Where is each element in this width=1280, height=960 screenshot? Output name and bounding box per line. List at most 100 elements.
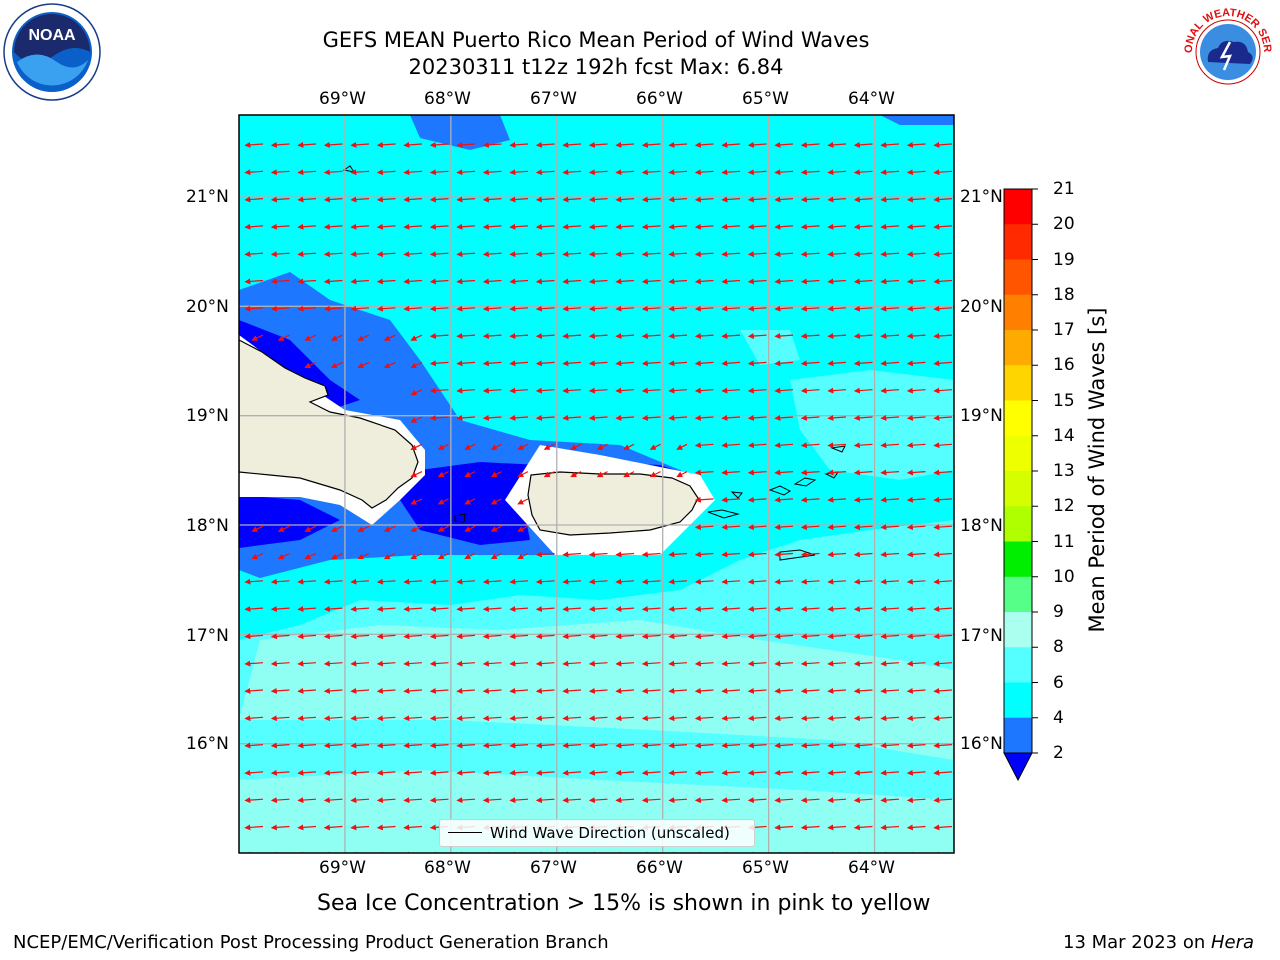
wind-wave-arrow <box>721 223 741 230</box>
wind-wave-arrow <box>456 387 476 394</box>
wind-wave-arrow <box>588 169 608 176</box>
wind-wave-arrow <box>827 633 847 640</box>
wind-wave-arrow <box>297 715 317 722</box>
colorbar-tick-label: 18 <box>1053 284 1075 305</box>
wind-wave-arrow <box>297 251 317 258</box>
wind-wave-arrow <box>456 223 476 230</box>
wind-wave-arrow <box>357 334 370 341</box>
wind-wave-arrow <box>270 824 290 831</box>
wind-wave-arrow <box>615 333 635 339</box>
wind-wave-arrow <box>350 251 370 258</box>
wind-wave-arrow <box>244 305 264 312</box>
wind-wave-arrow <box>668 851 675 853</box>
wind-wave-arrow <box>641 797 661 804</box>
wind-wave-arrow <box>270 715 290 722</box>
wind-wave-arrow <box>482 333 502 339</box>
wind-wave-arrow <box>410 471 423 478</box>
wind-wave-arrow <box>429 360 449 367</box>
wind-wave-arrow <box>853 606 873 612</box>
wind-wave-arrow <box>535 715 555 722</box>
wind-wave-arrow <box>694 851 702 853</box>
wind-wave-arrow <box>721 797 741 804</box>
wind-wave-arrow <box>437 552 449 560</box>
wind-wave-arrow <box>490 443 502 450</box>
wind-wave-arrow <box>562 660 582 667</box>
wind-wave-arrow <box>323 251 343 258</box>
wind-wave-arrow <box>509 278 529 285</box>
wind-wave-arrow <box>410 443 423 450</box>
map-frame <box>238 114 955 854</box>
footer-branch: NCEP/EMC/Verification Post Processing Pr… <box>13 932 609 953</box>
wind-wave-arrow <box>721 551 741 558</box>
wind-wave-arrow <box>615 196 635 203</box>
wind-wave-arrow <box>244 141 264 148</box>
wind-wave-arrow <box>774 524 794 531</box>
wind-wave-arrow <box>403 742 423 749</box>
wind-wave-arrow <box>403 606 423 612</box>
lon-label-bottom: 66°W <box>636 858 683 878</box>
colorbar-extend-triangle <box>1003 752 1033 782</box>
lon-label-top: 64°W <box>848 89 895 109</box>
wind-wave-arrow <box>429 742 449 749</box>
wind-wave-arrow <box>827 660 847 667</box>
wind-wave-arrow <box>562 797 582 804</box>
wind-wave-arrow <box>676 471 688 478</box>
wind-wave-arrow <box>517 498 529 505</box>
wind-wave-arrow <box>403 251 423 258</box>
wind-wave-arrow <box>906 305 926 312</box>
colorbar-tick-label: 2 <box>1053 743 1064 763</box>
wind-wave-arrow <box>323 687 343 694</box>
wind-wave-arrow <box>615 223 635 230</box>
lat-label-right: 18°N <box>960 516 1003 536</box>
wind-wave-arrow <box>429 196 449 203</box>
wind-wave-arrow <box>827 387 847 394</box>
lat-label-right: 16°N <box>960 734 1003 754</box>
wind-wave-arrow <box>509 660 529 667</box>
wind-wave-arrow <box>383 334 396 341</box>
wind-wave-arrow <box>482 687 502 694</box>
wind-wave-arrow <box>615 251 635 258</box>
lon-label-top: 65°W <box>742 89 789 109</box>
wind-wave-arrow <box>747 797 767 804</box>
wind-wave-arrow <box>747 606 767 612</box>
wind-wave-arrow <box>853 278 873 285</box>
wind-wave-arrow <box>747 578 767 585</box>
wind-wave-arrow <box>906 333 926 339</box>
puerto-rico-land <box>527 471 699 536</box>
wind-wave-arrow <box>403 769 423 776</box>
wind-wave-arrow <box>880 687 900 694</box>
wind-wave-arrow <box>880 524 900 531</box>
wind-wave-arrow <box>410 389 423 396</box>
wind-wave-arrow <box>410 525 423 532</box>
noaa-logo: NOAA <box>2 2 102 102</box>
wind-wave-arrow <box>827 578 847 585</box>
wind-wave-arrow <box>535 333 555 339</box>
wind-wave-arrow <box>410 361 423 369</box>
wind-wave-arrow <box>853 360 873 367</box>
wind-wave-arrow <box>350 633 370 640</box>
wind-wave-arrow <box>694 524 714 531</box>
wind-wave-arrow <box>482 360 502 367</box>
wind-wave-arrow <box>376 251 396 258</box>
wind-wave-arrow <box>800 578 820 585</box>
wind-wave-arrow <box>668 333 688 339</box>
wind-wave-arrow <box>588 305 608 312</box>
wind-wave-arrow <box>800 305 820 312</box>
wind-wave-arrow <box>906 687 926 694</box>
wind-wave-arrow <box>827 442 847 449</box>
wind-wave-arrow <box>482 305 502 312</box>
wind-wave-arrow <box>535 169 555 176</box>
wind-wave-arrow <box>456 251 476 258</box>
wind-wave-arrow <box>774 333 794 339</box>
wind-wave-arrow <box>641 633 661 640</box>
wind-wave-arrow <box>694 715 714 722</box>
wind-wave-arrow <box>403 687 423 694</box>
wind-wave-arrow <box>668 251 688 258</box>
wind-wave-arrow <box>350 578 370 585</box>
wind-wave-arrow <box>933 223 953 230</box>
wind-wave-arrow <box>721 851 728 853</box>
wind-wave-arrow <box>490 471 502 478</box>
wind-wave-arrow <box>694 251 714 258</box>
wind-wave-arrow <box>641 196 661 203</box>
wind-wave-arrow <box>933 496 953 503</box>
